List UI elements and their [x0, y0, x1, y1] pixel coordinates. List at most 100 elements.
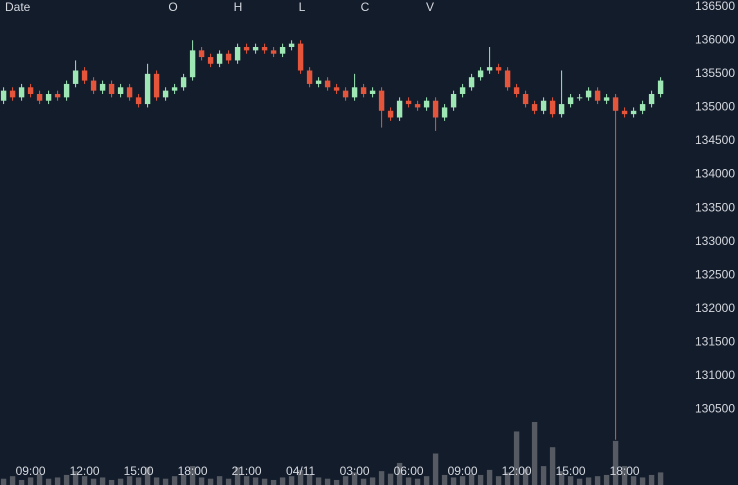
y-tick-label: 136000 [695, 32, 735, 46]
candle-body [477, 70, 484, 78]
candle-body [450, 94, 457, 108]
volume-bar [621, 466, 628, 485]
candle-body [198, 50, 205, 58]
volume-bar [423, 476, 430, 485]
candle-body [135, 97, 142, 105]
candle-body [657, 80, 664, 94]
volume-bar [27, 477, 34, 485]
header-label: C [361, 0, 370, 14]
volume-bar [576, 478, 583, 485]
header-label: V [426, 0, 434, 14]
candle-body [216, 53, 223, 64]
header-label: L [299, 0, 306, 14]
volume-bar [144, 467, 151, 485]
candle-body [117, 87, 124, 94]
volume-bar [252, 477, 259, 485]
candle-body [369, 90, 376, 94]
volume-bar [657, 472, 664, 485]
volume-bar [477, 474, 484, 485]
volume-bar [549, 447, 556, 485]
candle-body [72, 70, 79, 84]
volume-bar [99, 477, 106, 485]
candle-body [189, 50, 196, 78]
volume-bar [243, 476, 250, 485]
candle-body [612, 97, 619, 111]
candle-body [333, 87, 340, 91]
volume-bar [90, 478, 97, 485]
volume-bar [432, 453, 439, 485]
candle-body [540, 100, 547, 111]
volume-bar [54, 477, 61, 485]
candle-body [360, 87, 367, 94]
volume-bar [594, 476, 601, 485]
candle-body [351, 87, 358, 98]
y-tick-label: 135500 [695, 66, 735, 80]
volume-bar [216, 476, 223, 485]
candle-body [585, 90, 592, 98]
volume-bar [540, 466, 547, 485]
x-tick-label: 18:00 [610, 464, 640, 478]
y-tick-label: 133000 [695, 234, 735, 248]
y-tick-label: 136500 [695, 0, 735, 13]
candle-body [0, 90, 7, 101]
x-tick-label: 12:00 [502, 464, 532, 478]
candle-body [549, 100, 556, 115]
candle-body [531, 104, 538, 111]
header-label: Date [5, 0, 31, 14]
volume-bar [612, 440, 619, 485]
candle-body [504, 70, 511, 88]
volume-bar [270, 479, 277, 485]
candle-body [297, 43, 304, 71]
candle-body [9, 90, 16, 98]
volume-bar [522, 468, 529, 485]
candle-body [648, 94, 655, 105]
volume-bar [630, 476, 637, 485]
volume-bar [81, 476, 88, 485]
volume-bar [135, 477, 142, 485]
candle-body [243, 47, 250, 51]
candle-body [36, 94, 43, 101]
candle-body [207, 57, 214, 64]
x-tick-label: 03:00 [340, 464, 370, 478]
candle-body [576, 97, 583, 99]
x-tick-label: 06:00 [394, 464, 424, 478]
candle-body [270, 50, 277, 54]
candle-body [459, 87, 466, 94]
volume-bar [189, 466, 196, 485]
y-tick-label: 132500 [695, 267, 735, 281]
volume-bar [351, 472, 358, 485]
volume-bar [648, 474, 655, 485]
candle-body [414, 104, 421, 108]
candle-body [630, 110, 637, 115]
candle-body [324, 80, 331, 88]
volume-bar [63, 474, 70, 485]
candle-body [486, 67, 493, 71]
y-tick-label: 132000 [695, 301, 735, 315]
y-tick-label: 134500 [695, 133, 735, 147]
candle-body [90, 80, 97, 91]
volume-bar [369, 477, 376, 485]
x-tick-label: 21:00 [232, 464, 262, 478]
volume-bar [567, 476, 574, 485]
volume-bar [495, 476, 502, 485]
x-tick-label: 09:00 [448, 464, 478, 478]
volume-bar [360, 478, 367, 485]
candle-body [432, 100, 439, 118]
volume-bar [108, 479, 115, 485]
volume-bar [414, 478, 421, 485]
y-tick-label: 133500 [695, 200, 735, 214]
volume-bar [261, 478, 268, 485]
volume-bar [9, 476, 16, 485]
volume-bar [324, 478, 331, 485]
volume-bar [639, 477, 646, 485]
volume-bar [162, 478, 169, 485]
volume-bar [0, 478, 7, 485]
volume-bar [387, 473, 394, 485]
candle-body [171, 87, 178, 91]
volume-bar [315, 477, 322, 485]
candle-body [495, 67, 502, 71]
x-tick-label: 09:00 [16, 464, 46, 478]
x-tick-label: 18:00 [178, 464, 208, 478]
